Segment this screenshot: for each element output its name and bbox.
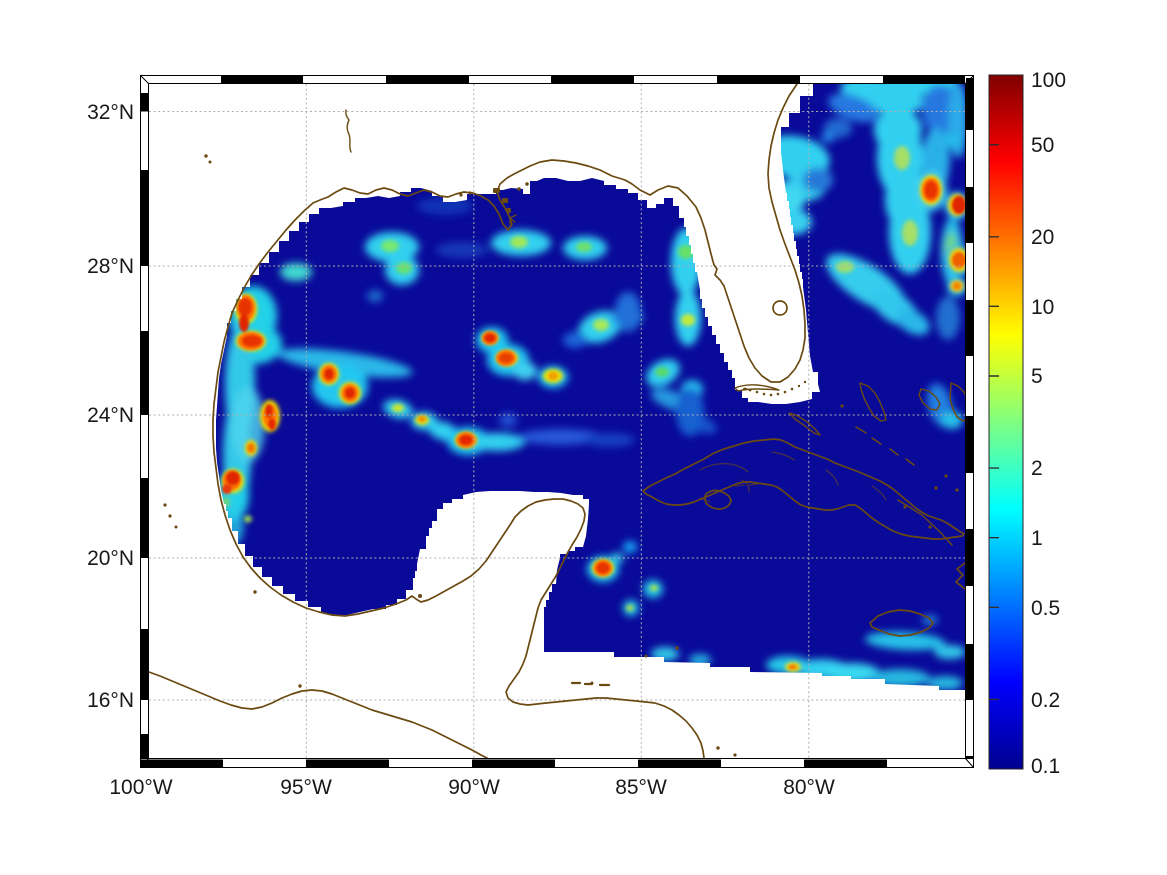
svg-text:10: 10 <box>1031 296 1054 319</box>
svg-text:50: 50 <box>1031 134 1054 157</box>
svg-text:100°W: 100°W <box>109 776 172 799</box>
svg-text:24°N: 24°N <box>87 404 134 427</box>
svg-text:28°N: 28°N <box>87 255 134 278</box>
svg-text:80°W: 80°W <box>783 776 835 799</box>
svg-text:100: 100 <box>1031 69 1066 92</box>
svg-text:0.2: 0.2 <box>1031 689 1060 712</box>
svg-text:2: 2 <box>1031 457 1043 480</box>
svg-text:85°W: 85°W <box>615 776 667 799</box>
svg-text:20°N: 20°N <box>87 547 134 570</box>
svg-text:0.5: 0.5 <box>1031 597 1060 620</box>
svg-text:90°W: 90°W <box>448 776 500 799</box>
svg-text:5: 5 <box>1031 365 1043 388</box>
svg-text:16°N: 16°N <box>87 689 134 712</box>
svg-text:20: 20 <box>1031 226 1054 249</box>
svg-text:32°N: 32°N <box>87 101 134 124</box>
svg-text:0.1: 0.1 <box>1031 755 1060 778</box>
svg-text:1: 1 <box>1031 527 1043 550</box>
svg-text:95°W: 95°W <box>280 776 332 799</box>
